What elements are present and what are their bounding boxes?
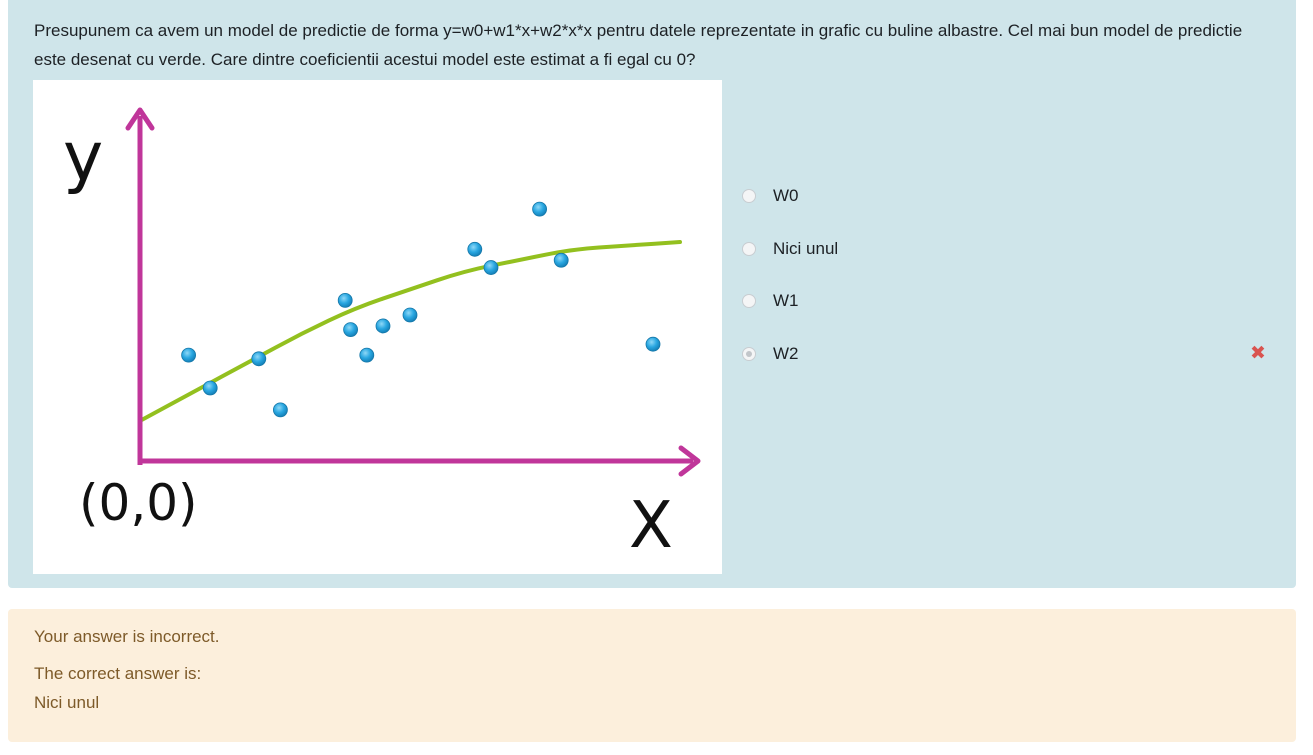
- origin-label: (0,0): [79, 474, 198, 532]
- question-text: Presupunem ca avem un model de predictie…: [34, 21, 1243, 69]
- option-w0[interactable]: W0: [740, 170, 1280, 223]
- data-point-10: [467, 241, 483, 257]
- y-axis-arrow-icon: [125, 107, 155, 131]
- answer-options: W0 Nici unul W1 W2 ✖: [740, 170, 1280, 380]
- data-point-2: [202, 380, 218, 396]
- feedback-panel: Your answer is incorrect. The correct an…: [8, 609, 1296, 742]
- option-w1[interactable]: W1: [740, 275, 1280, 328]
- incorrect-icon: ✖: [1250, 343, 1266, 365]
- question-image: y (0,0) X: [33, 80, 722, 574]
- data-point-14: [645, 336, 661, 352]
- option-label[interactable]: Nici unul: [773, 238, 839, 258]
- data-point-6: [343, 322, 359, 338]
- data-point-5: [337, 292, 353, 308]
- radio-w1[interactable]: [742, 294, 756, 309]
- data-point-7: [359, 347, 375, 363]
- data-point-11: [483, 260, 499, 275]
- data-point-12: [532, 201, 548, 217]
- correct-answer-intro: The correct answer is:: [34, 664, 202, 683]
- option-nici-unul[interactable]: Nici unul: [740, 223, 1280, 276]
- data-point-1: [181, 347, 197, 363]
- data-point-9: [402, 307, 418, 323]
- x-axis-label: X: [629, 489, 673, 563]
- correct-answer-value: Nici unul: [34, 693, 100, 712]
- data-point-3: [251, 351, 267, 367]
- question-panel: Presupunem ca avem un model de predictie…: [8, 0, 1296, 588]
- radio-nici-unul[interactable]: [742, 241, 756, 256]
- option-label[interactable]: W2: [773, 343, 799, 363]
- radio-w0[interactable]: [742, 189, 756, 204]
- data-point-13: [553, 252, 569, 268]
- data-point-8: [375, 318, 391, 334]
- option-label[interactable]: W0: [773, 186, 799, 206]
- data-point-4: [272, 402, 288, 418]
- y-axis-label: y: [63, 118, 103, 197]
- feedback-result: Your answer is incorrect.: [34, 627, 220, 646]
- scatter-plot: y (0,0) X: [63, 107, 701, 563]
- fit-curve: [138, 240, 682, 423]
- option-w2[interactable]: W2 ✖: [740, 328, 1280, 381]
- x-axis-arrow-icon: [678, 445, 701, 477]
- option-label[interactable]: W1: [773, 291, 799, 311]
- radio-w2[interactable]: [742, 346, 756, 361]
